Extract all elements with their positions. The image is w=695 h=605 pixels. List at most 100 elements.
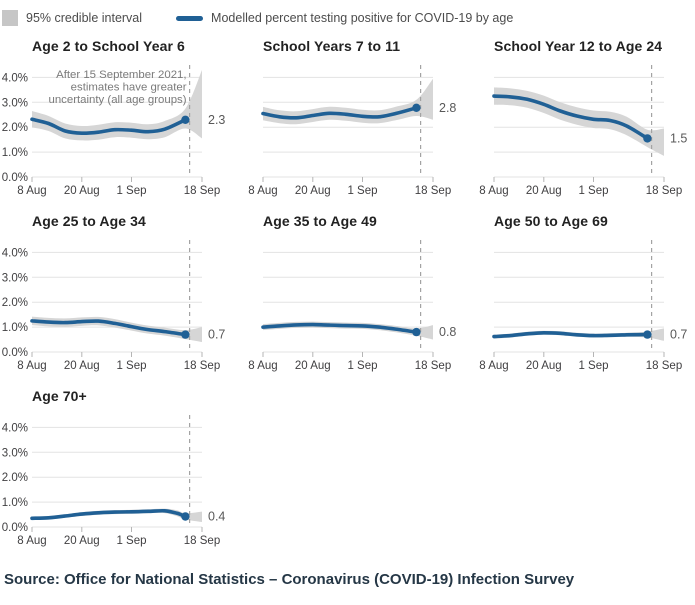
credible-interval-band <box>263 78 433 125</box>
modelled-line <box>30 319 188 337</box>
end-value-label: 0.7 <box>208 328 225 342</box>
panel-title: Age 50 to Age 69 <box>494 213 608 229</box>
panel-title: Age 25 to Age 34 <box>32 213 146 229</box>
latest-estimate-dot <box>181 512 190 521</box>
x-tick-label: 18 Sep <box>415 360 451 372</box>
panel-title: Age 2 to School Year 6 <box>32 38 185 54</box>
x-tick-label: 18 Sep <box>646 360 682 372</box>
y-tick-label: 2.0% <box>2 297 28 309</box>
x-tick-label: 18 Sep <box>184 360 220 372</box>
end-value-label: 0.7 <box>670 328 687 342</box>
credible-interval-band <box>32 316 202 343</box>
legend-label-credible-interval: 95% credible interval <box>26 11 143 25</box>
y-tick-label: 0.0% <box>2 347 28 359</box>
y-tick-label: 3.0% <box>2 97 28 109</box>
latest-estimate-dot <box>643 134 652 143</box>
x-tick-label: 8 Aug <box>17 535 46 547</box>
x-tick-label: 1 Sep <box>347 360 377 372</box>
chart-canvas: 8 Aug 20 Aug 1 Sep 18 Sep 0.8 <box>248 240 456 372</box>
y-tick-label: 3.0% <box>2 447 28 459</box>
modelled-line <box>30 117 188 136</box>
y-tick-label: 2.0% <box>2 122 28 134</box>
panel-title: Age 35 to Age 49 <box>263 213 377 229</box>
x-tick-label: 20 Aug <box>526 185 562 197</box>
x-tick-label: 20 Aug <box>526 360 562 372</box>
end-value-label: 2.3 <box>208 113 225 127</box>
x-tick-label: 20 Aug <box>64 535 100 547</box>
x-tick-label: 18 Sep <box>184 535 220 547</box>
y-tick-label: 1.0% <box>2 497 28 509</box>
x-tick-label: 1 Sep <box>116 535 146 547</box>
modelled-line <box>30 508 188 521</box>
chart-panel-1: School Years 7 to 11 8 Aug 20 Aug 1 Sep 18 S… <box>233 38 464 199</box>
chart-canvas: 8 Aug 20 Aug 1 Sep 18 Sep 2.8 <box>248 65 456 197</box>
y-tick-label: 0.0% <box>2 522 28 534</box>
x-tick-label: 18 Sep <box>184 185 220 197</box>
end-value-label: 1.5 <box>670 131 687 145</box>
latest-estimate-dot <box>412 327 421 337</box>
x-tick-label: 8 Aug <box>248 185 277 197</box>
x-tick-label: 8 Aug <box>17 185 46 197</box>
chart-panel-4: Age 35 to Age 49 8 Aug 20 Aug 1 Sep 18 Sep 0.… <box>233 213 464 374</box>
x-tick-label: 8 Aug <box>479 360 508 372</box>
x-tick-label: 8 Aug <box>248 360 277 372</box>
x-tick-label: 1 Sep <box>116 185 146 197</box>
chart-canvas: 0.0% 1.0% 2.0% 3.0% 4.0% 8 Aug 20 Aug 1 Sep 18 S… <box>2 415 225 547</box>
x-tick-label: 20 Aug <box>64 360 100 372</box>
covid-small-multiples-figure: 95% credible interval Modelled percent t… <box>2 10 695 588</box>
latest-estimate-dot <box>412 103 421 112</box>
chart-canvas: 8 Aug 20 Aug 1 Sep 18 Sep 1.5 <box>479 65 687 197</box>
chart-canvas: 8 Aug 20 Aug 1 Sep 18 Sep 0.7 <box>479 240 687 372</box>
annotation-text: uncertainty (all age groups) <box>49 94 187 106</box>
source-note: Source: Office for National Statistics –… <box>4 571 575 588</box>
x-tick-label: 20 Aug <box>64 185 100 197</box>
chart-panel-0: Age 2 to School Year 6 0.0% 1.0% 2.0% 3.0% 4.… <box>2 38 233 199</box>
x-tick-label: 1 Sep <box>116 360 146 372</box>
chart-canvas: 0.0% 1.0% 2.0% 3.0% 4.0% 8 Aug 20 Aug 1 Sep 18 S… <box>2 65 225 197</box>
x-tick-label: 20 Aug <box>295 360 331 372</box>
x-tick-label: 8 Aug <box>17 360 46 372</box>
x-tick-label: 1 Sep <box>347 185 377 197</box>
x-tick-label: 18 Sep <box>646 185 682 197</box>
end-value-label: 2.8 <box>439 101 456 115</box>
modelled-line <box>492 330 650 339</box>
legend-label-modelled-line: Modelled percent testing positive for CO… <box>211 11 514 25</box>
x-tick-label: 18 Sep <box>415 185 451 197</box>
chart-canvas: 0.0% 1.0% 2.0% 3.0% 4.0% 8 Aug 20 Aug 1 Sep 18 S… <box>2 240 225 372</box>
modelled-line <box>261 106 419 120</box>
y-tick-label: 3.0% <box>2 272 28 284</box>
y-tick-label: 4.0% <box>2 422 28 434</box>
legend-item-modelled-line: Modelled percent testing positive for CO… <box>176 11 513 25</box>
modelled-line-swatch-icon <box>176 15 204 21</box>
annotation-text: After 15 September 2021, <box>56 69 186 81</box>
legend-item-credible-interval: 95% credible interval <box>2 10 142 26</box>
chart-panel-2: School Year 12 to Age 24 8 Aug 20 Aug 1 Sep… <box>464 38 695 199</box>
end-value-label: 0.4 <box>208 510 225 524</box>
y-tick-label: 4.0% <box>2 72 28 84</box>
legend: 95% credible interval Modelled percent t… <box>2 10 695 26</box>
y-tick-label: 0.0% <box>2 172 28 184</box>
modelled-line <box>261 322 419 334</box>
chart-panel-6: Age 70+ 0.0% 1.0% 2.0% 3.0% 4.0% 8 Aug 20 Aug 1 … <box>2 388 233 549</box>
chart-grid: Age 2 to School Year 6 0.0% 1.0% 2.0% 3.0% 4.… <box>2 38 695 549</box>
x-tick-label: 1 Sep <box>578 360 608 372</box>
chart-panel-3: Age 25 to Age 34 0.0% 1.0% 2.0% 3.0% 4.0% 8 Au… <box>2 213 233 374</box>
latest-estimate-dot <box>181 330 190 339</box>
x-tick-label: 1 Sep <box>578 185 608 197</box>
panel-title: School Years 7 to 11 <box>263 38 401 54</box>
latest-estimate-dot <box>643 330 652 339</box>
y-tick-label: 2.0% <box>2 472 28 484</box>
y-tick-label: 1.0% <box>2 322 28 334</box>
y-tick-label: 4.0% <box>2 247 28 259</box>
modelled-line <box>492 94 650 141</box>
panel-title: School Year 12 to Age 24 <box>494 38 663 54</box>
y-tick-label: 1.0% <box>2 147 28 159</box>
credible-interval-band <box>494 87 664 156</box>
end-value-label: 0.8 <box>439 325 456 339</box>
credible-interval-swatch-icon <box>2 10 18 26</box>
credible-interval-band <box>32 70 202 141</box>
annotation-text: estimates have greater <box>71 82 187 94</box>
latest-estimate-dot <box>181 115 190 124</box>
chart-panel-5: Age 50 to Age 69 8 Aug 20 Aug 1 Sep 18 Sep 0.… <box>464 213 695 374</box>
x-tick-label: 20 Aug <box>295 185 331 197</box>
